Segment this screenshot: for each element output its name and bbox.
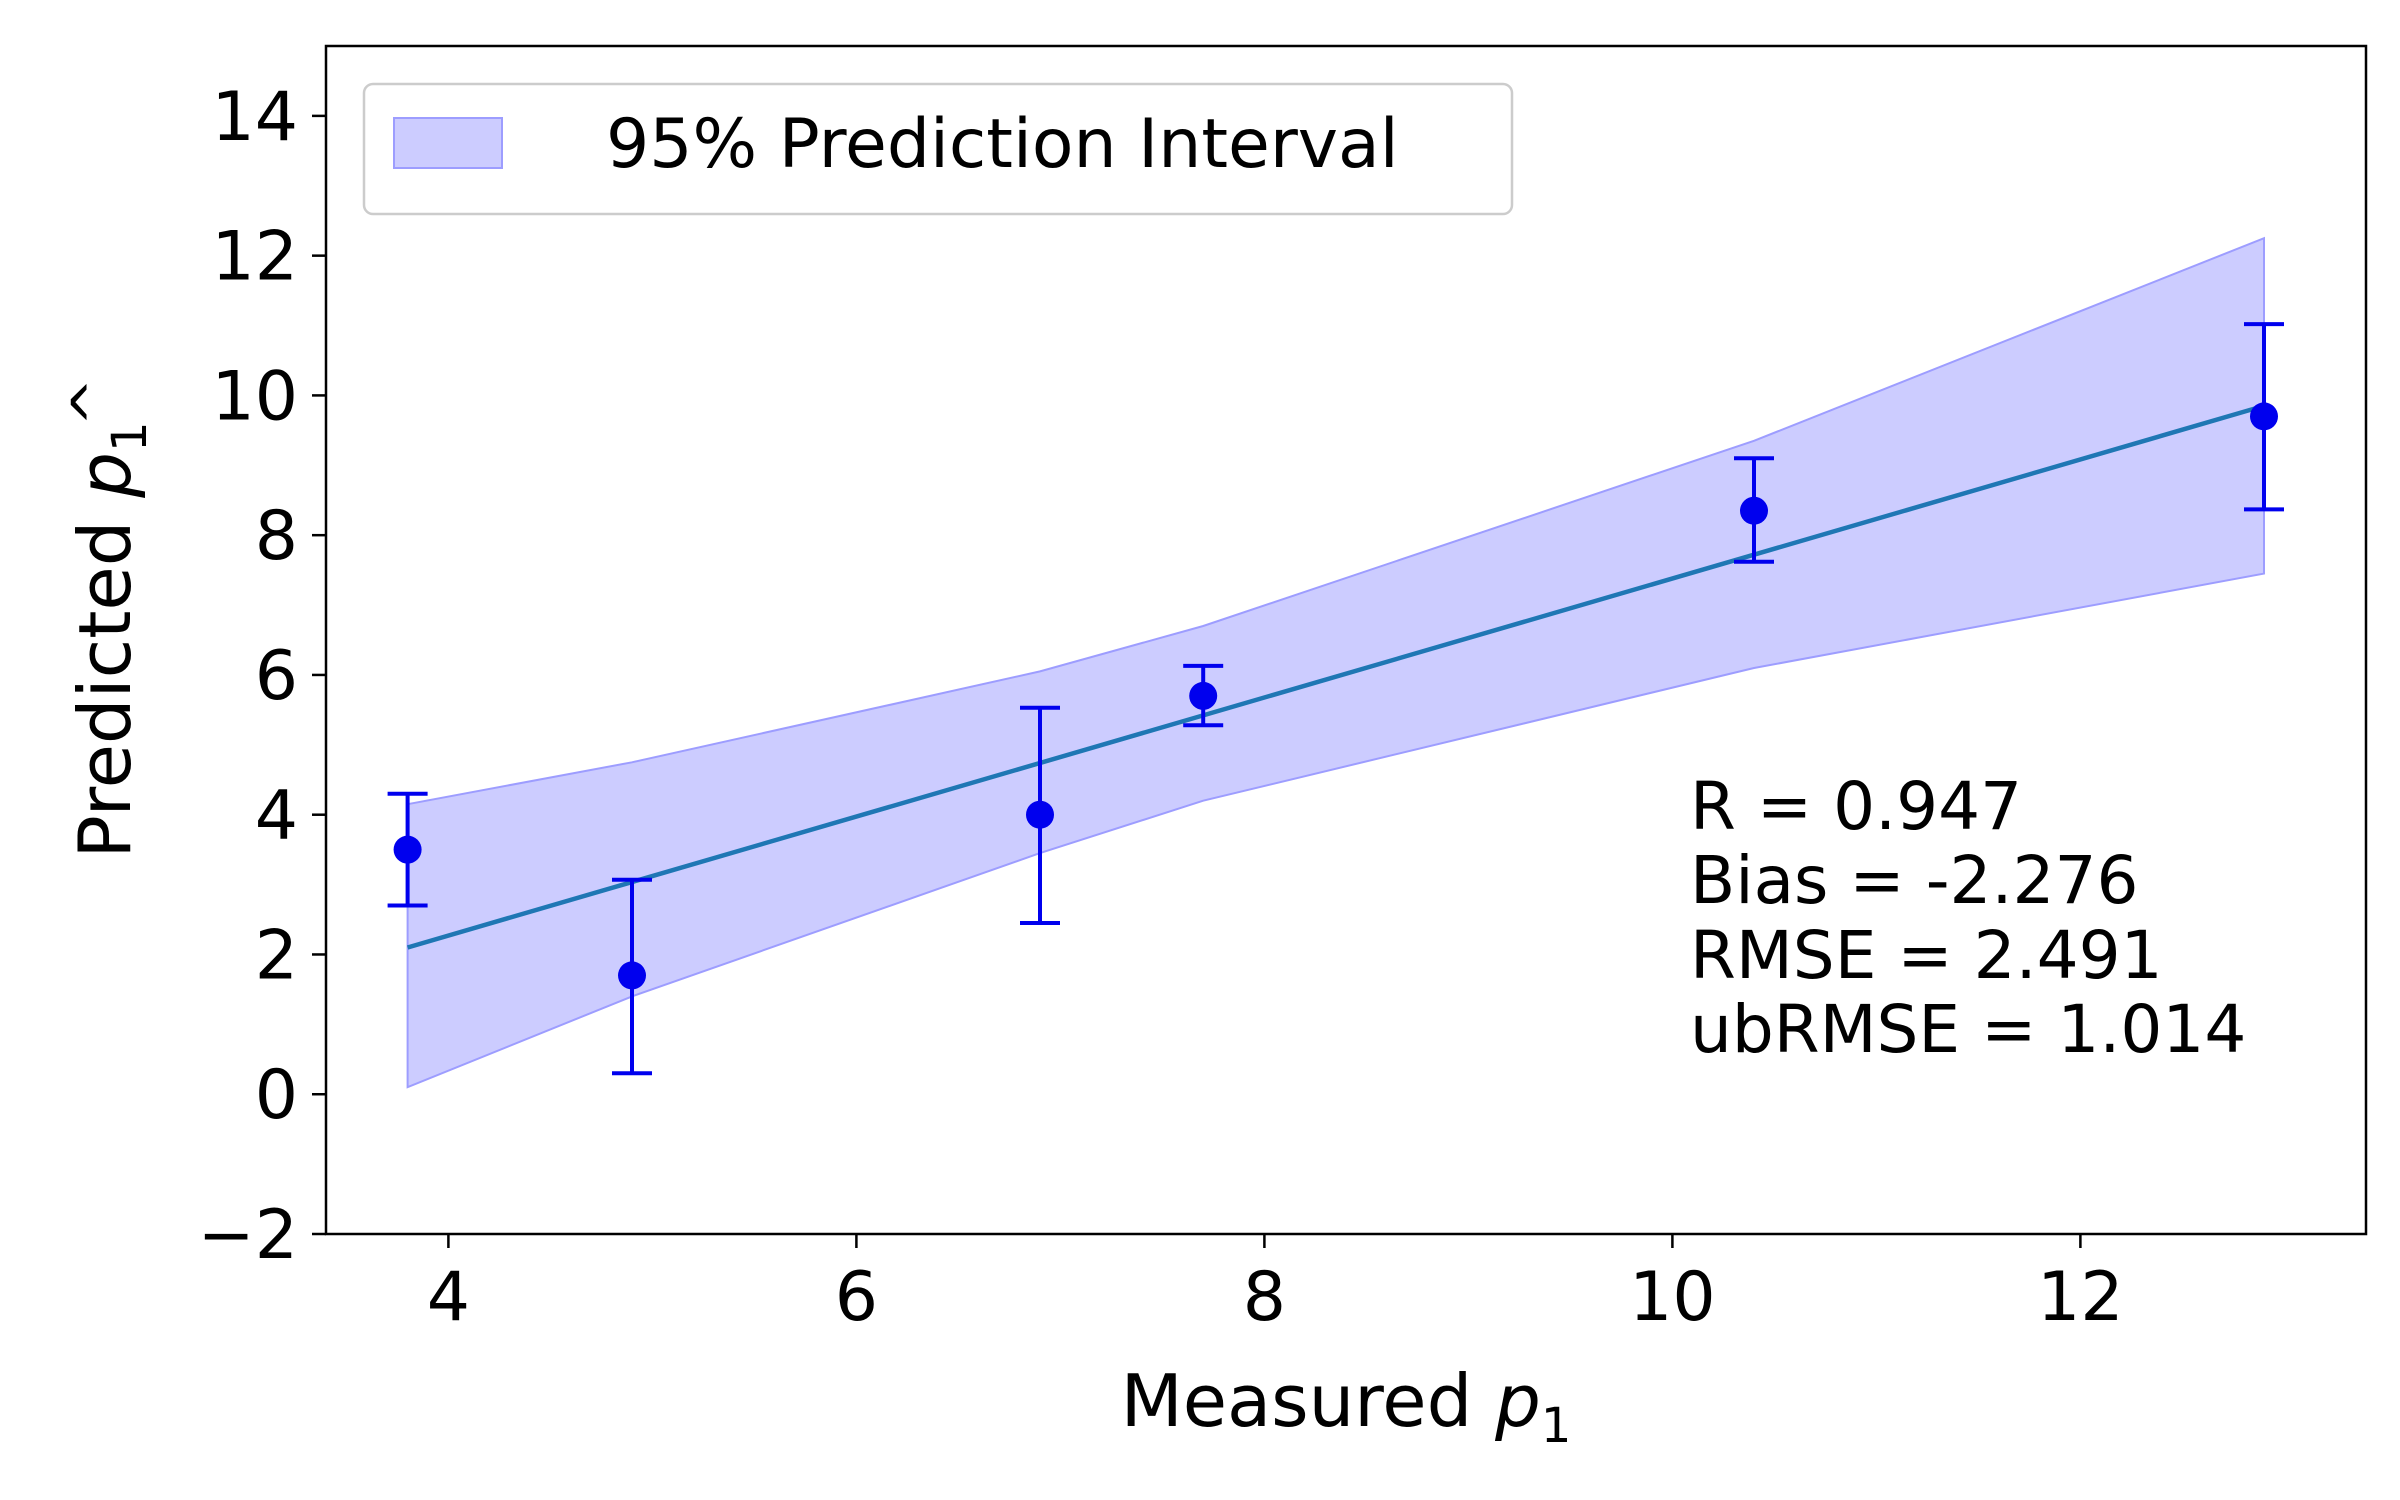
- y-tick-label: −2: [198, 1196, 298, 1275]
- plot-frame: [324, 44, 2368, 1236]
- x-axis-label: Measured p1: [1121, 1359, 1572, 1454]
- data-point-group: [612, 877, 652, 1076]
- y-tick-label: 2: [255, 916, 298, 995]
- data-point: [393, 835, 422, 864]
- legend-swatch: [393, 117, 503, 169]
- stat-r: R = 0.947: [1690, 768, 2022, 845]
- data-point-group: [1020, 705, 1060, 926]
- y-tick-label: 4: [255, 777, 298, 856]
- stat-bias: Bias = -2.276: [1690, 842, 2138, 919]
- x-tick-label: 10: [1629, 1258, 1716, 1337]
- y-tick-label: 12: [211, 218, 298, 297]
- data-point: [1740, 496, 1768, 525]
- x-tick-label: 8: [1243, 1258, 1286, 1337]
- fit-line: [406, 403, 2265, 950]
- data-point-group: [1734, 456, 1774, 564]
- x-tick-label: 4: [427, 1258, 470, 1337]
- y-tick-label: 6: [255, 637, 298, 716]
- data-point-group: [1183, 663, 1224, 728]
- y-axis-label-hat: ^: [59, 378, 127, 427]
- data-point: [1026, 800, 1054, 829]
- y-axis-label: Predicted p1: [63, 421, 158, 858]
- legend-label: 95% Prediction Interval: [606, 105, 1399, 184]
- data-point: [1189, 681, 1218, 710]
- data-point-group: [387, 791, 428, 908]
- y-tick-label: 14: [211, 78, 298, 157]
- data-point: [2250, 402, 2278, 431]
- y-tick-label: 8: [255, 497, 298, 576]
- data-point: [618, 961, 646, 990]
- legend-frame: [362, 82, 1514, 216]
- axis-ticks: 4 6 8 10 12 −2 0 2 4 6 8 10 12 14: [198, 78, 2124, 1337]
- x-tick-label: 6: [835, 1258, 878, 1337]
- stat-rmse: RMSE = 2.491: [1690, 917, 2163, 994]
- legend: 95% Prediction Interval: [362, 82, 1514, 216]
- plot-area: [387, 236, 2284, 1089]
- x-tick-label: 12: [2037, 1258, 2124, 1337]
- data-point-group: [2244, 322, 2284, 512]
- y-tick-label: 0: [255, 1056, 298, 1135]
- stats-annotation: R = 0.947 Bias = -2.276 RMSE = 2.491 ubR…: [1690, 768, 2246, 1068]
- stat-ubrmse: ubRMSE = 1.014: [1690, 991, 2246, 1068]
- y-tick-label: 10: [211, 357, 298, 436]
